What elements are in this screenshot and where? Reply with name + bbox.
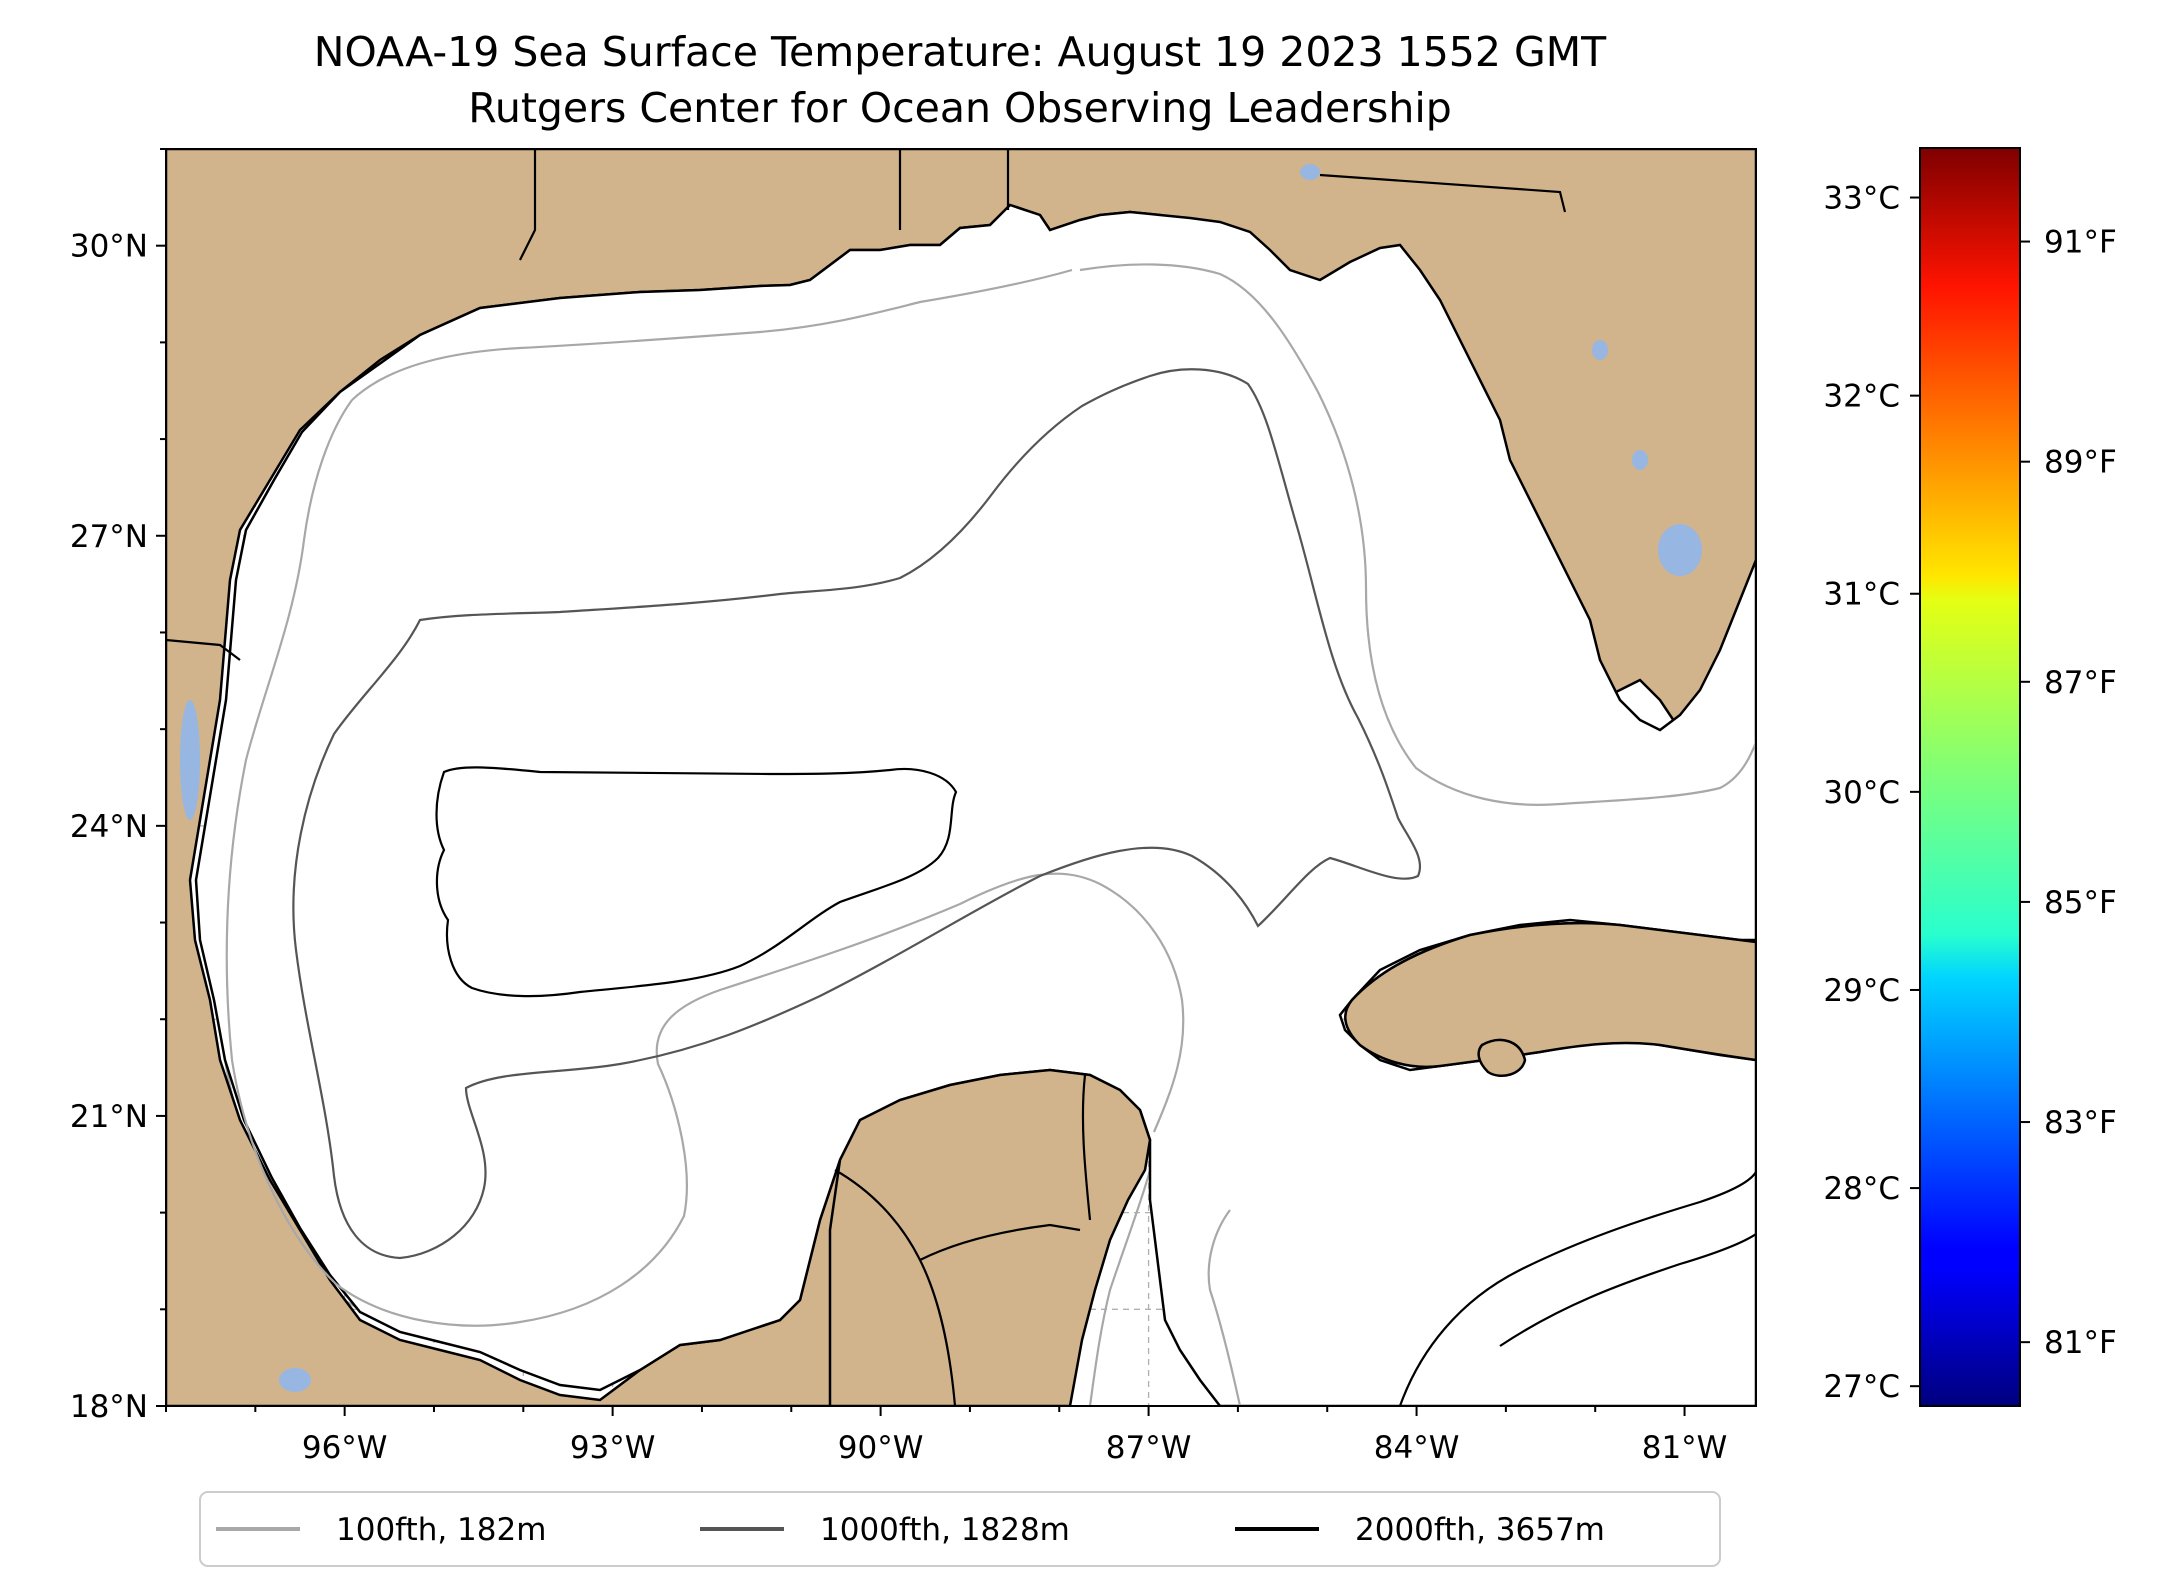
colorbar-fahrenheit-label: 81°F <box>2044 1325 2117 1361</box>
colorbar-gradient <box>1919 147 2021 1407</box>
gulf-water <box>194 203 1756 1406</box>
map-frame <box>165 148 1757 1407</box>
colorbar-celsius-label: 28°C <box>1823 1171 1900 1207</box>
x-tick-label: 84°W <box>1374 1430 1460 1466</box>
border-us-states <box>166 149 1567 661</box>
lake-florida-small-1 <box>1592 340 1608 360</box>
land-yucatan <box>828 1068 1152 1406</box>
title-line-2: Rutgers Center for Ocean Observing Leade… <box>468 84 1452 132</box>
colorbar-fahrenheit-label: 83°F <box>2044 1105 2117 1141</box>
colorbar-celsius-labels: 33°C 32°C 31°C 30°C 29°C 28°C 27°C <box>1823 181 1920 1405</box>
colorbar-celsius-label: 31°C <box>1823 577 1900 613</box>
colorbar-celsius-label: 33°C <box>1823 181 1900 217</box>
colorbar-celsius-label: 27°C <box>1823 1369 1900 1405</box>
colorbar-celsius-label: 30°C <box>1823 775 1900 811</box>
colorbar-celsius-label: 29°C <box>1823 973 1900 1009</box>
map-panel <box>166 149 1756 1406</box>
legend: 100fth, 182m 1000fth, 1828m 2000fth, 3657m <box>199 1491 1721 1567</box>
x-tick-labels: 96°W 93°W 90°W 87°W 84°W 81°W <box>302 1430 1727 1466</box>
colorbar-fahrenheit-label: 91°F <box>2044 225 2117 261</box>
lake-okeechobee <box>1658 524 1702 576</box>
bathymetry-contours <box>225 263 1756 1406</box>
x-tick-label: 81°W <box>1642 1430 1728 1466</box>
colorbar: 33°C 32°C 31°C 30°C 29°C 28°C 27°C 91°F 89°F 87°… <box>1823 147 2117 1407</box>
colorbar-fahrenheit-label: 85°F <box>2044 885 2117 921</box>
legend-item-label: 2000fth, 3657m <box>1355 1512 1605 1548</box>
colorbar-fahrenheit-label: 87°F <box>2044 665 2117 701</box>
lake-mexico-coast <box>180 700 200 820</box>
y-tick-label: 24°N <box>70 809 148 845</box>
legend-item-label: 100fth, 182m <box>336 1512 546 1548</box>
y-tick-label: 30°N <box>70 229 148 265</box>
legend-box <box>199 1491 1721 1567</box>
lake-florida-small-2 <box>1632 450 1648 470</box>
y-tick-labels: 30°N 27°N 24°N 21°N 18°N <box>70 229 148 1425</box>
lake-mexico-south <box>279 1368 311 1392</box>
x-tick-label: 90°W <box>838 1430 924 1466</box>
colorbar-fahrenheit-labels: 91°F 89°F 87°F 85°F 83°F 81°F <box>2020 225 2117 1361</box>
title-line-1: NOAA-19 Sea Surface Temperature: August … <box>314 28 1607 76</box>
x-tick-label: 96°W <box>302 1430 388 1466</box>
land-cuba-top <box>1344 921 1756 1069</box>
x-tick-label: 93°W <box>570 1430 656 1466</box>
border-yucatan <box>834 1074 1092 1406</box>
y-tick-label: 18°N <box>70 1389 148 1425</box>
x-tick-label: 87°W <box>1106 1430 1192 1466</box>
colorbar-celsius-label: 32°C <box>1823 379 1900 415</box>
legend-items: 100fth, 182m 1000fth, 1828m 2000fth, 3657m <box>216 1512 1605 1548</box>
y-tick-label: 21°N <box>70 1099 148 1135</box>
axis-ticks <box>156 148 1686 1416</box>
colorbar-fahrenheit-label: 89°F <box>2044 445 2117 481</box>
y-tick-label: 27°N <box>70 519 148 555</box>
land-isla-juventud-top <box>1477 1038 1527 1077</box>
lake-georgia <box>1300 164 1320 180</box>
legend-item-label: 1000fth, 1828m <box>820 1512 1070 1548</box>
